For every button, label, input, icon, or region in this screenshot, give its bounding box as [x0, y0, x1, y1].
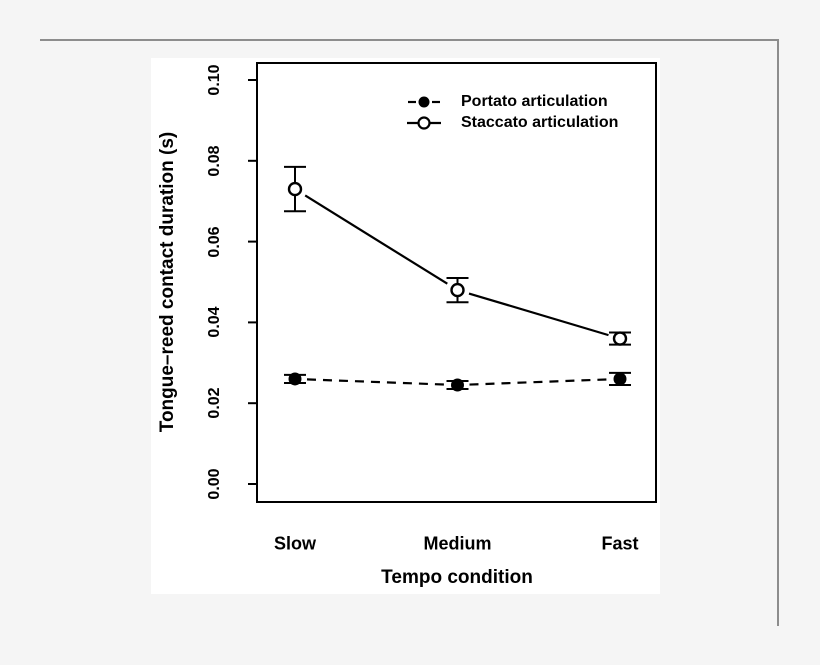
figure-panel: Tongue–reed contact duration (s) Tempo c…	[151, 58, 660, 594]
y-tick-label: 0.04	[206, 306, 223, 338]
frame-border-top	[40, 39, 779, 41]
x-category-label: Slow	[273, 533, 317, 554]
plot-area	[248, 62, 657, 503]
frame-border-right	[777, 39, 779, 626]
y-tick-label: 0.10	[206, 64, 223, 96]
legend-label-portato: Portato articulation	[461, 92, 608, 110]
y-tick-label: 0.06	[206, 226, 223, 258]
legend-item-staccato: Staccato articulation	[407, 112, 618, 133]
y-tick-label: 0.00	[206, 468, 223, 500]
x-category-label: Medium	[423, 533, 492, 554]
x-category-label: Fast	[601, 533, 639, 554]
legend: Portato articulation Staccato articulati…	[407, 91, 618, 133]
x-axis-title: Tempo condition	[381, 567, 533, 588]
y-tick-label: 0.02	[206, 387, 223, 419]
y-axis-title: Tongue–reed contact duration (s)	[157, 131, 178, 433]
y-tick-label: 0.08	[206, 145, 223, 177]
staccato-line-marker-icon	[407, 115, 441, 130]
legend-label-staccato: Staccato articulation	[461, 113, 619, 131]
legend-item-portato: Portato articulation	[407, 91, 618, 112]
portato-line-marker-icon	[408, 96, 440, 107]
